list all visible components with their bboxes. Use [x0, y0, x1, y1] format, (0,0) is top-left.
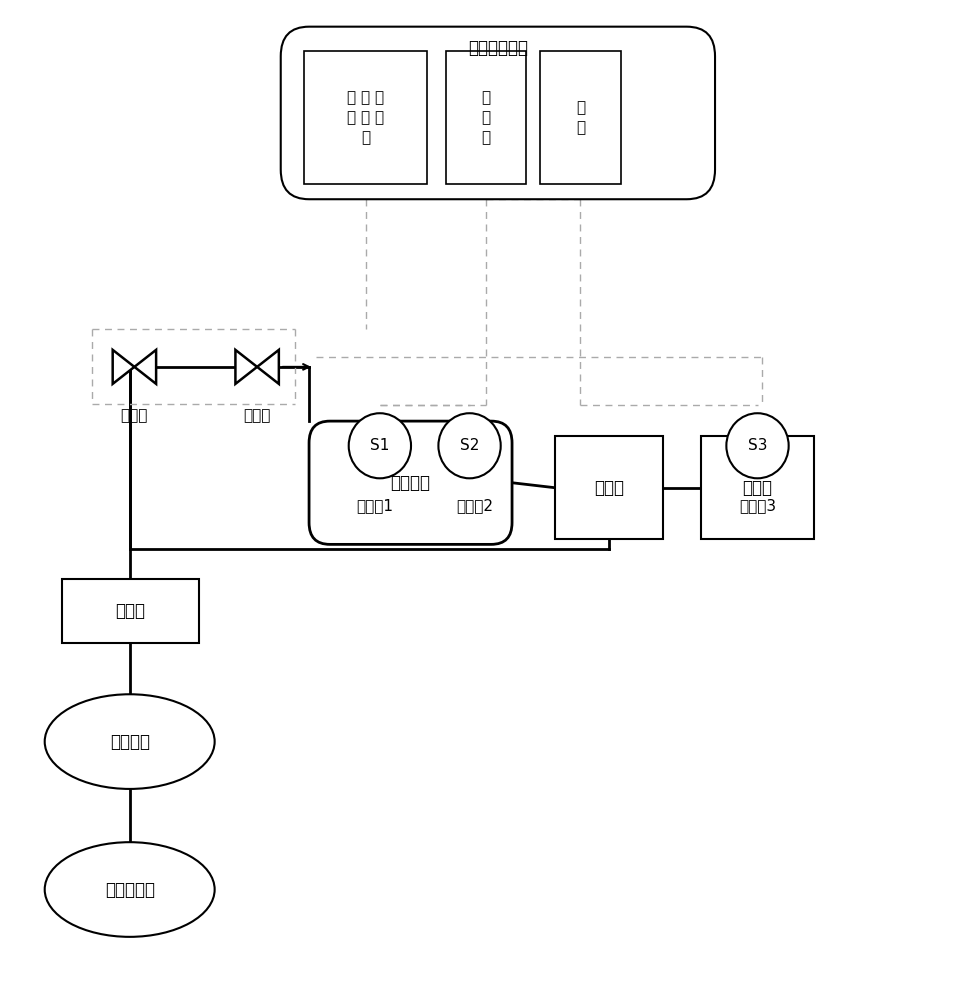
Ellipse shape	[45, 842, 215, 937]
Text: 制动控制系统: 制动控制系统	[468, 38, 528, 56]
Polygon shape	[257, 350, 279, 384]
Text: S2: S2	[460, 438, 479, 453]
Text: 电
源: 电 源	[576, 100, 585, 135]
Text: 列车管: 列车管	[742, 479, 772, 497]
Text: 传感器1: 传感器1	[356, 498, 394, 513]
Polygon shape	[113, 350, 134, 384]
Text: 总风容器: 总风容器	[109, 733, 149, 751]
Ellipse shape	[45, 694, 215, 789]
FancyBboxPatch shape	[309, 421, 512, 544]
Text: 传感器2: 传感器2	[456, 498, 492, 513]
Bar	[305, 51, 427, 184]
Bar	[446, 51, 526, 184]
Text: S3: S3	[748, 438, 767, 453]
FancyBboxPatch shape	[281, 27, 715, 199]
Polygon shape	[134, 350, 156, 384]
Circle shape	[439, 413, 501, 478]
Text: 空气压缩机: 空气压缩机	[104, 881, 154, 899]
Text: 控
制
板: 控 制 板	[482, 91, 490, 145]
Bar	[61, 579, 198, 643]
Circle shape	[349, 413, 411, 478]
Circle shape	[726, 413, 788, 478]
Text: 缓解阀: 缓解阀	[121, 408, 148, 423]
Bar	[555, 436, 663, 539]
Text: 中继阀: 中继阀	[594, 479, 624, 497]
Text: 减压阀: 减压阀	[115, 602, 146, 620]
Text: S1: S1	[370, 438, 390, 453]
Polygon shape	[236, 350, 257, 384]
Bar	[701, 436, 814, 539]
Text: 模 拟 输
入 输 出
板: 模 拟 输 入 输 出 板	[347, 91, 384, 145]
Bar	[540, 51, 621, 184]
Text: 均衡风缸: 均衡风缸	[391, 474, 430, 492]
Text: 传感器3: 传感器3	[739, 498, 776, 513]
Text: 制动阀: 制动阀	[243, 408, 271, 423]
